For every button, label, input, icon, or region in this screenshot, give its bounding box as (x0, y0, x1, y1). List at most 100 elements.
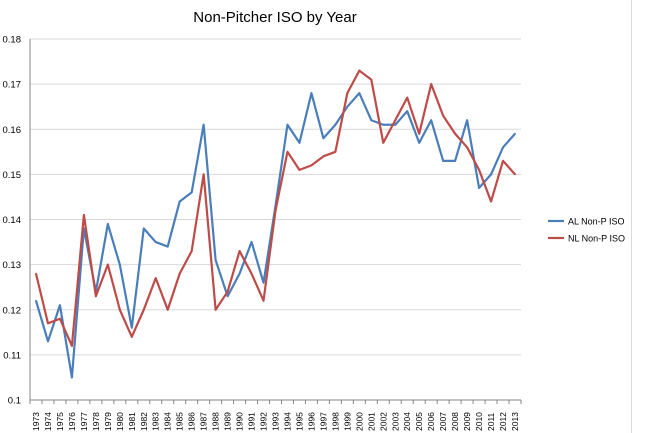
x-tick-label: 1992 (259, 412, 269, 431)
data-point (214, 308, 217, 311)
x-tick-label: 1995 (294, 412, 304, 431)
x-tick-label: 2011 (486, 412, 496, 431)
x-tick-label: 1978 (91, 412, 101, 431)
x-tick-label: 2007 (438, 412, 448, 431)
data-point (190, 250, 193, 252)
y-tick-label: 0.12 (3, 305, 22, 316)
data-point (394, 123, 397, 126)
data-point (154, 277, 157, 280)
data-point (274, 209, 277, 212)
data-point (238, 272, 241, 275)
x-tick-label: 2012 (498, 412, 508, 431)
data-point (298, 141, 301, 144)
data-point (490, 200, 492, 203)
data-point (442, 159, 445, 162)
data-point (106, 263, 109, 266)
x-tick-label: 1983 (151, 412, 161, 431)
data-point (166, 308, 169, 311)
x-tick-label: 2006 (426, 412, 436, 431)
data-point (514, 173, 516, 176)
data-point (82, 214, 85, 216)
data-point (238, 250, 241, 252)
data-point (478, 168, 480, 171)
data-point (322, 155, 325, 158)
data-point (310, 164, 313, 167)
data-point (47, 340, 49, 343)
y-tick-label: 0.11 (3, 350, 21, 361)
data-point (178, 200, 181, 203)
data-point (358, 69, 361, 72)
data-point (466, 146, 469, 149)
x-tick-label: 1985 (175, 412, 185, 431)
data-point (406, 96, 409, 99)
data-point (250, 272, 253, 275)
legend-label: AL Non-P ISO (568, 217, 625, 227)
data-point (286, 123, 289, 126)
data-point (406, 110, 409, 113)
x-tick-label: 1988 (211, 412, 221, 431)
y-tick-label: 0.13 (3, 260, 22, 271)
x-tick-label: 1996 (306, 412, 316, 431)
x-tick-label: 1979 (103, 412, 113, 431)
data-point (322, 137, 325, 140)
data-point (166, 245, 169, 248)
x-tick-label: 1974 (43, 412, 53, 431)
data-point (394, 119, 397, 122)
data-point (202, 123, 205, 126)
series-line-al (34, 92, 516, 379)
x-tick-label: 1998 (330, 412, 340, 431)
series-line-nl (34, 69, 516, 347)
data-point (418, 141, 421, 144)
data-point (59, 317, 61, 320)
right-divider (631, 0, 632, 433)
x-tick-label: 1981 (127, 412, 137, 431)
x-tick-label: 2001 (366, 412, 376, 431)
data-point (71, 376, 73, 379)
data-point (130, 326, 133, 329)
data-point (226, 295, 229, 298)
data-point (466, 119, 469, 122)
x-tick-label: 1999 (342, 412, 352, 431)
x-tick-label: 1987 (199, 412, 209, 431)
x-tick-label: 1982 (139, 412, 149, 431)
data-point (214, 259, 217, 262)
x-tick-label: 1984 (163, 412, 173, 431)
chart-title: Non-Pitcher ISO by Year (193, 9, 356, 26)
data-point (190, 191, 193, 194)
data-point (346, 105, 349, 108)
x-tick-label: 1989 (223, 412, 233, 431)
data-point (262, 299, 265, 302)
legend-label: NL Non-P ISO (568, 234, 625, 244)
data-point (94, 295, 97, 298)
y-tick-label: 0.16 (3, 125, 22, 136)
x-tick-label: 1997 (318, 412, 328, 431)
x-tick-label: 2003 (390, 412, 400, 431)
x-tick-label: 1986 (187, 412, 197, 431)
data-point (130, 335, 133, 338)
x-tick-label: 1991 (247, 412, 257, 431)
x-tick-label: 2004 (402, 412, 412, 431)
x-tick-label: 2002 (378, 412, 388, 431)
x-tick-label: 2008 (450, 412, 460, 431)
y-tick-label: 0.14 (3, 215, 22, 226)
data-point (202, 173, 205, 176)
x-tick-label: 1975 (55, 412, 65, 431)
data-point (478, 187, 480, 189)
data-point (490, 173, 492, 176)
data-point (298, 168, 301, 171)
x-tick-label: 1973 (31, 412, 41, 431)
x-tick-label: 1990 (235, 412, 245, 431)
x-tick-label: 1993 (271, 412, 281, 431)
data-point (430, 119, 433, 122)
data-point (418, 132, 421, 135)
data-point (430, 83, 433, 86)
x-tick-label: 1977 (79, 412, 89, 431)
data-point (454, 132, 457, 135)
data-point (346, 92, 349, 95)
data-point (71, 344, 73, 347)
data-point (118, 263, 121, 266)
data-point (286, 150, 289, 153)
data-point (154, 241, 157, 243)
